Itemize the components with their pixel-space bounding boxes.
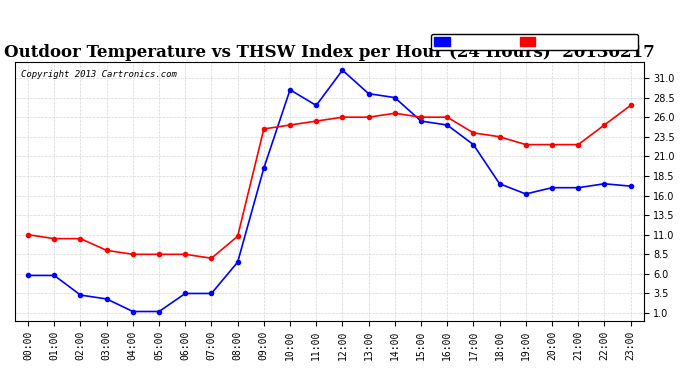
Title: Outdoor Temperature vs THSW Index per Hour (24 Hours)  20130217: Outdoor Temperature vs THSW Index per Ho… bbox=[4, 44, 655, 61]
Text: Copyright 2013 Cartronics.com: Copyright 2013 Cartronics.com bbox=[21, 70, 177, 79]
Legend: THSW  (°F), Temperature  (°F): THSW (°F), Temperature (°F) bbox=[431, 34, 638, 50]
